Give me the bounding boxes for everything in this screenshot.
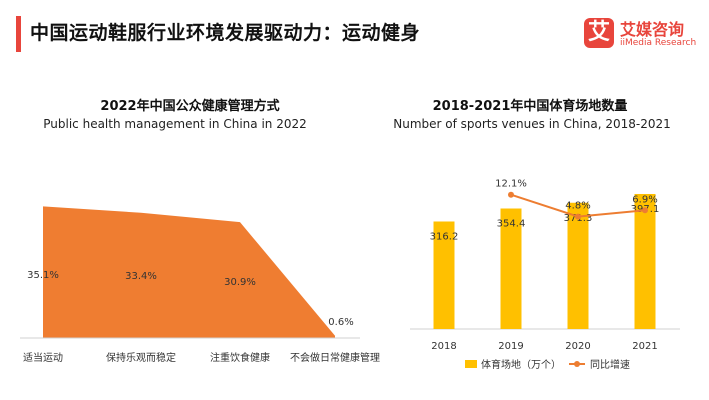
x-tick-label: 2019 — [498, 341, 523, 352]
growth-data-label: 4.8% — [565, 201, 590, 212]
legend-line-label: 同比增速 — [590, 358, 630, 371]
growth-data-label: 6.9% — [632, 194, 657, 205]
right-chart-title: 2018-2021年中国体育场地数量 — [432, 99, 628, 114]
x-tick-label: 2018 — [431, 341, 456, 352]
x-tick-label: 保持乐观而稳定 — [106, 351, 176, 364]
legend-bar-label: 体育场地（万个） — [481, 358, 561, 371]
x-tick-label: 不会做日常健康管理 — [290, 351, 380, 364]
growth-data-label: 12.1% — [495, 179, 527, 190]
area-fill — [43, 206, 335, 338]
legend-line-marker — [574, 361, 580, 367]
growth-point — [575, 213, 581, 220]
right-chart-subtitle: Number of sports venues in China, 2018-2… — [393, 117, 671, 131]
x-tick-label: 适当运动 — [23, 351, 63, 364]
bar-data-label: 354.4 — [497, 219, 526, 230]
bar — [500, 208, 522, 329]
area-data-label: 0.6% — [328, 317, 353, 328]
logo-name-cn: 艾媒咨询 — [620, 20, 685, 39]
left-chart-subtitle: Public health management in China in 202… — [43, 117, 307, 131]
title-accent-bar — [16, 16, 21, 52]
area-data-label: 30.9% — [224, 277, 256, 288]
bar — [634, 193, 656, 329]
iimedia-logo: 艾 艾媒咨询 iiMedia Research — [584, 16, 704, 56]
x-tick-label: 2021 — [632, 341, 657, 352]
growth-point — [508, 191, 514, 198]
left-chart-title: 2022年中国公众健康管理方式 — [100, 99, 280, 114]
right-combo-chart: 316.2354.4371.3397.112.1%4.8%6.9%2018201… — [410, 179, 680, 371]
area-data-label: 35.1% — [27, 270, 59, 281]
logo-mark-icon: 艾 — [584, 18, 614, 48]
bar — [567, 202, 589, 329]
bar-data-label: 316.2 — [430, 231, 459, 242]
left-area-chart: 35.1% 33.4% 30.9% 0.6% 适当运动 保持乐观而稳定 注重饮食健康 不会做日… — [20, 206, 380, 364]
x-tick-label: 2020 — [565, 341, 590, 352]
logo-name-en: iiMedia Research — [620, 38, 697, 48]
x-tick-label: 注重饮食健康 — [210, 351, 270, 364]
bar — [433, 221, 455, 329]
area-data-label: 33.4% — [125, 271, 157, 282]
legend-bar-swatch — [465, 360, 477, 368]
growth-point — [642, 207, 648, 214]
page-title: 中国运动鞋服行业环境发展驱动力：运动健身 — [30, 22, 421, 44]
